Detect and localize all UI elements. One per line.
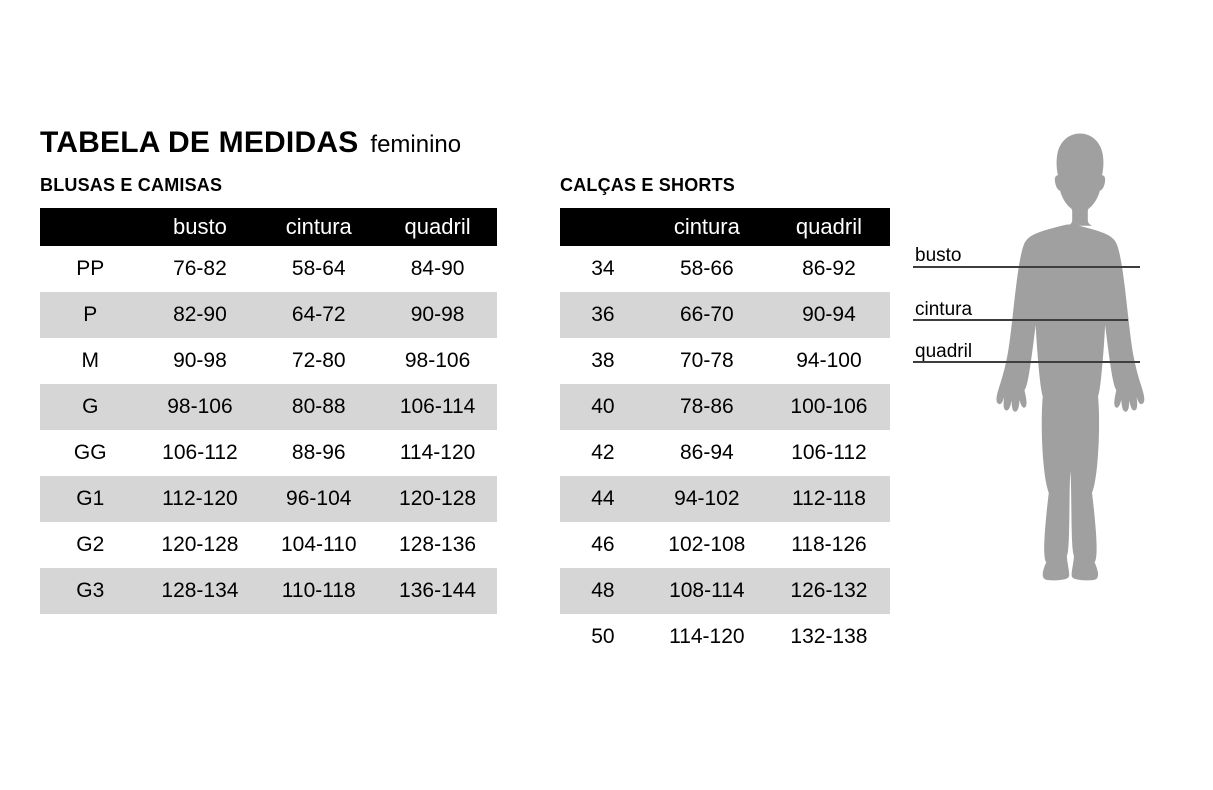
- cell-busto: 76-82: [140, 246, 260, 292]
- cell-size: G1: [40, 476, 141, 522]
- cell-quadril: 126-132: [767, 568, 890, 614]
- cell-quadril: 84-90: [378, 246, 497, 292]
- measure-label-busto: busto: [915, 245, 962, 266]
- cell-size: 50: [560, 614, 646, 660]
- cell-size: 48: [560, 568, 646, 614]
- table-row: 42 86-94 106-112: [560, 430, 890, 476]
- column-header-quadril: quadril: [767, 208, 890, 246]
- table-row: GG 106-112 88-96 114-120: [40, 430, 497, 476]
- table-row: PP 76-82 58-64 84-90: [40, 246, 497, 292]
- cell-quadril: 114-120: [378, 430, 497, 476]
- measurement-figure-panel: busto cintura quadril: [905, 120, 1205, 665]
- cell-size: P: [40, 292, 141, 338]
- column-header-busto: busto: [140, 208, 260, 246]
- cell-cintura: 104-110: [259, 522, 379, 568]
- table-row: G 98-106 80-88 106-114: [40, 384, 497, 430]
- cell-busto: 90-98: [140, 338, 260, 384]
- cell-size: GG: [40, 430, 141, 476]
- cell-cintura: 58-66: [645, 246, 768, 292]
- cell-size: 40: [560, 384, 646, 430]
- cell-size: M: [40, 338, 141, 384]
- cell-cintura: 110-118: [259, 568, 379, 614]
- measure-label-cintura: cintura: [915, 299, 973, 320]
- cell-cintura: 86-94: [645, 430, 768, 476]
- table-row: 44 94-102 112-118: [560, 476, 890, 522]
- cell-size: 44: [560, 476, 646, 522]
- table-header-row: busto cintura quadril: [40, 208, 497, 246]
- tops-size-table: busto cintura quadril PP 76-82 58-64 84-…: [40, 208, 497, 614]
- tops-section-heading: BLUSAS E CAMISAS: [40, 175, 223, 195]
- table-row: 36 66-70 90-94: [560, 292, 890, 338]
- cell-cintura: 64-72: [259, 292, 379, 338]
- table-row: M 90-98 72-80 98-106: [40, 338, 497, 384]
- tops-section: BLUSAS E CAMISAS busto cintura quadril P…: [40, 176, 497, 614]
- cell-size: G2: [40, 522, 141, 568]
- table-row: 34 58-66 86-92: [560, 246, 890, 292]
- cell-cintura: 96-104: [259, 476, 379, 522]
- cell-cintura: 80-88: [259, 384, 379, 430]
- page-title: TABELA DE MEDIDAS: [40, 126, 359, 159]
- cell-cintura: 78-86: [645, 384, 768, 430]
- page-title-suffix: feminino: [370, 131, 462, 158]
- female-body-silhouette-icon: [913, 133, 1145, 581]
- bottoms-size-table: cintura quadril 34 58-66 86-92 36 66-70 …: [560, 208, 890, 660]
- cell-quadril: 90-98: [378, 292, 497, 338]
- cell-busto: 120-128: [140, 522, 260, 568]
- table-row: G1 112-120 96-104 120-128: [40, 476, 497, 522]
- table-row: P 82-90 64-72 90-98: [40, 292, 497, 338]
- cell-cintura: 114-120: [645, 614, 768, 660]
- cell-cintura: 94-102: [645, 476, 768, 522]
- table-row: 38 70-78 94-100: [560, 338, 890, 384]
- cell-size: PP: [40, 246, 141, 292]
- cell-busto: 82-90: [140, 292, 260, 338]
- table-row: 50 114-120 132-138: [560, 614, 890, 660]
- cell-busto: 106-112: [140, 430, 260, 476]
- cell-quadril: 132-138: [767, 614, 890, 660]
- cell-quadril: 118-126: [767, 522, 890, 568]
- bottoms-section-heading: CALÇAS E SHORTS: [560, 175, 736, 195]
- cell-quadril: 86-92: [767, 246, 890, 292]
- cell-cintura: 88-96: [259, 430, 379, 476]
- cell-size: 36: [560, 292, 646, 338]
- cell-cintura: 102-108: [645, 522, 768, 568]
- table-row: G2 120-128 104-110 128-136: [40, 522, 497, 568]
- cell-cintura: 58-64: [259, 246, 379, 292]
- cell-quadril: 90-94: [767, 292, 890, 338]
- column-header-cintura: cintura: [645, 208, 768, 246]
- cell-quadril: 128-136: [378, 522, 497, 568]
- cell-size: 46: [560, 522, 646, 568]
- cell-cintura: 72-80: [259, 338, 379, 384]
- cell-busto: 98-106: [140, 384, 260, 430]
- cell-size: G: [40, 384, 141, 430]
- cell-quadril: 106-112: [767, 430, 890, 476]
- cell-quadril: 136-144: [378, 568, 497, 614]
- cell-quadril: 106-114: [378, 384, 497, 430]
- cell-cintura: 108-114: [645, 568, 768, 614]
- measure-label-quadril: quadril: [915, 341, 973, 362]
- column-header-quadril: quadril: [378, 208, 497, 246]
- column-header-cintura: cintura: [259, 208, 379, 246]
- table-row: 48 108-114 126-132: [560, 568, 890, 614]
- cell-quadril: 98-106: [378, 338, 497, 384]
- bottoms-section: CALÇAS E SHORTS cintura quadril 34 58-66…: [560, 176, 890, 660]
- page-title-row: TABELA DE MEDIDAS feminino: [40, 128, 461, 158]
- cell-quadril: 100-106: [767, 384, 890, 430]
- cell-size: G3: [40, 568, 141, 614]
- cell-size: 38: [560, 338, 646, 384]
- cell-cintura: 70-78: [645, 338, 768, 384]
- table-row: 46 102-108 118-126: [560, 522, 890, 568]
- table-row: 40 78-86 100-106: [560, 384, 890, 430]
- cell-size: 42: [560, 430, 646, 476]
- table-row: G3 128-134 110-118 136-144: [40, 568, 497, 614]
- cell-busto: 112-120: [140, 476, 260, 522]
- cell-quadril: 94-100: [767, 338, 890, 384]
- column-header-size: [560, 208, 646, 246]
- table-header-row: cintura quadril: [560, 208, 890, 246]
- cell-cintura: 66-70: [645, 292, 768, 338]
- cell-quadril: 120-128: [378, 476, 497, 522]
- cell-size: 34: [560, 246, 646, 292]
- column-header-size: [40, 208, 141, 246]
- cell-quadril: 112-118: [767, 476, 890, 522]
- cell-busto: 128-134: [140, 568, 260, 614]
